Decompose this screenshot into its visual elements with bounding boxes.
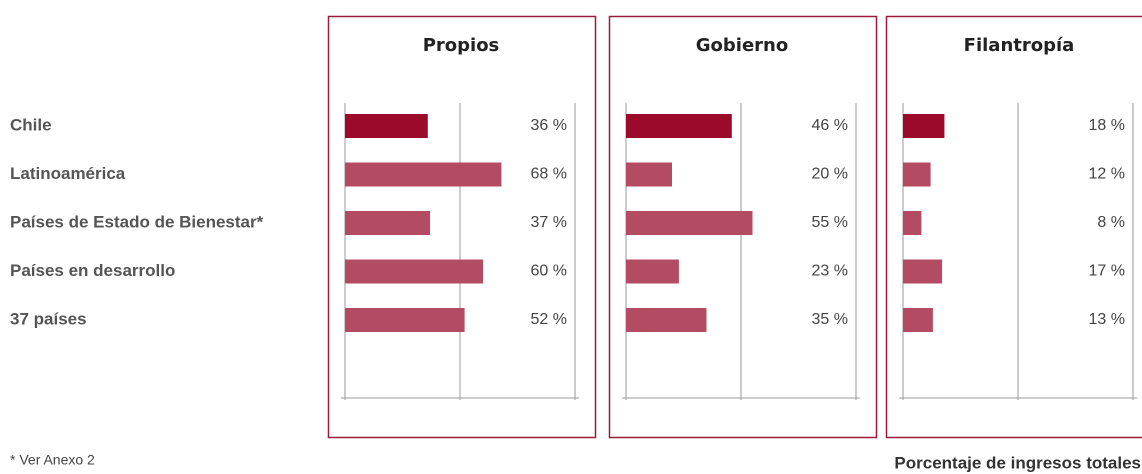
bar — [903, 211, 922, 235]
value-label: 37 % — [531, 214, 567, 231]
bar — [903, 259, 943, 284]
value-label: 17 % — [1089, 263, 1125, 280]
bar — [626, 211, 753, 235]
panel-frame — [885, 15, 1142, 439]
category-label: Latinoamérica — [10, 164, 126, 183]
bar — [626, 259, 679, 284]
x-axis-label: Porcentaje de ingresos totales — [894, 453, 1141, 472]
bar — [903, 162, 931, 187]
bar — [626, 114, 732, 138]
bar — [903, 114, 945, 138]
value-label: 35 % — [812, 311, 848, 328]
value-label: 20 % — [812, 166, 848, 183]
note: * Ver Anexo 2 — [10, 452, 95, 468]
panel-title: Gobierno — [696, 35, 788, 56]
value-label: 23 % — [812, 263, 848, 280]
bar — [345, 308, 465, 332]
value-label: 12 % — [1089, 166, 1125, 183]
value-label: 13 % — [1089, 311, 1125, 328]
value-label: 18 % — [1089, 117, 1125, 134]
bar — [903, 308, 933, 332]
value-label: 60 % — [531, 263, 567, 280]
value-label: 52 % — [531, 311, 567, 328]
value-label: 46 % — [812, 117, 848, 134]
value-label: 8 % — [1097, 214, 1125, 231]
category-label: Países en desarrollo — [10, 261, 175, 280]
bar — [345, 259, 483, 284]
panel-frame — [327, 15, 597, 439]
bar — [626, 162, 672, 187]
category-label: Países de Estado de Bienestar* — [10, 212, 264, 231]
bar — [345, 114, 428, 138]
value-label: 55 % — [812, 214, 848, 231]
value-label: 36 % — [531, 117, 567, 134]
bar — [345, 162, 502, 187]
bar — [626, 308, 707, 332]
category-label: 37 países — [10, 309, 87, 328]
panel-title: Filantropía — [964, 35, 1075, 56]
panel-title: Propios — [423, 35, 500, 56]
panel-frame — [608, 15, 878, 439]
value-label: 68 % — [531, 166, 567, 183]
bar — [345, 211, 431, 235]
category-label: Chile — [10, 115, 52, 134]
